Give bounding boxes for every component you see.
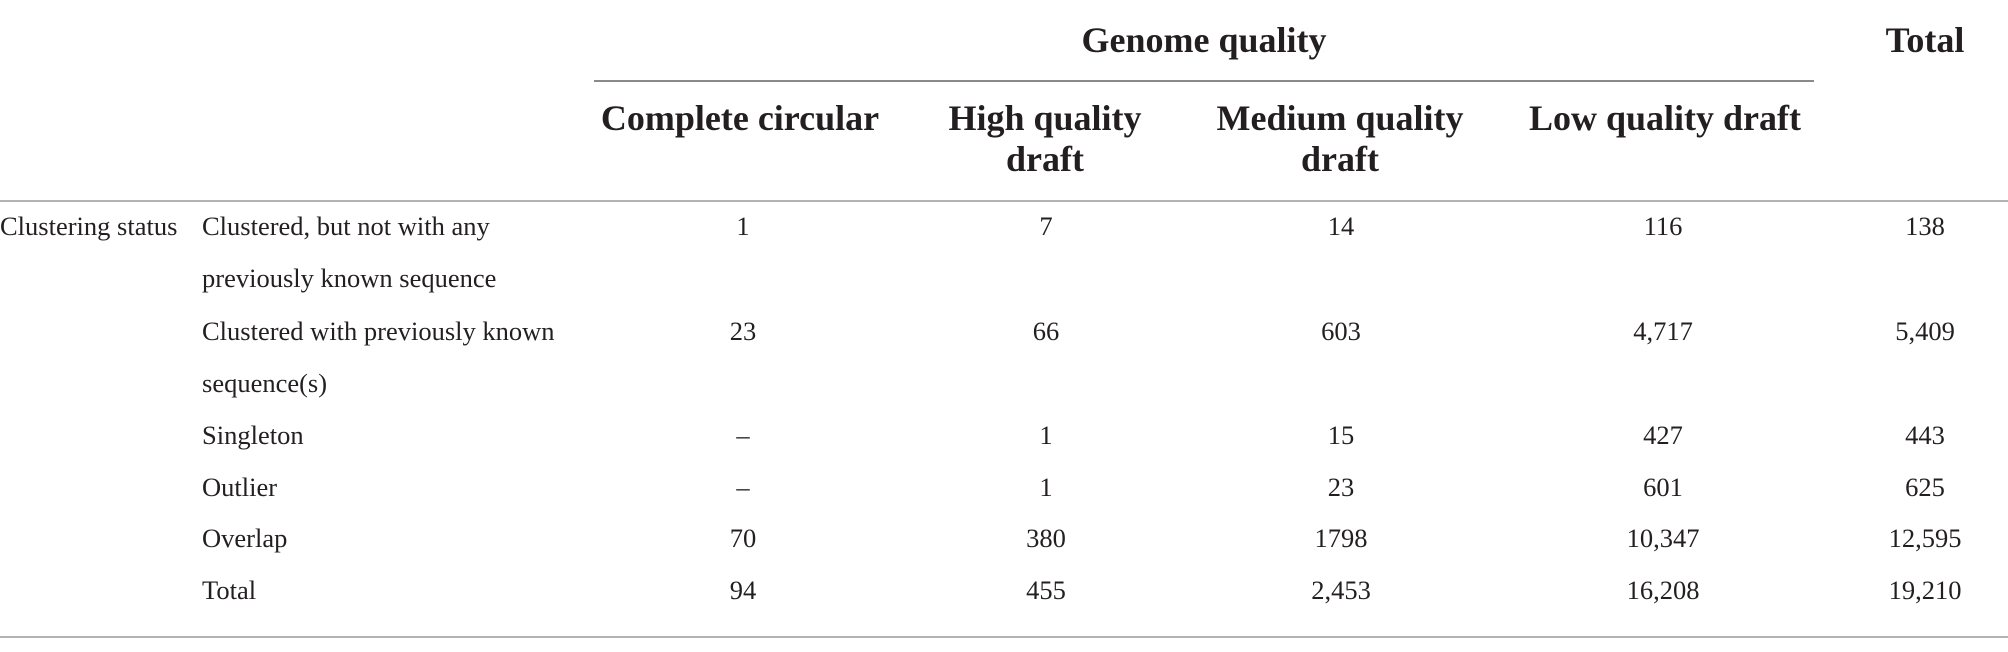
table-cell: 94 [729,575,757,605]
table-cell: 14 [1327,211,1355,241]
table-cell: 1 [736,211,750,241]
table-cell: 601 [1643,472,1683,502]
row-total-cell: 12,595 [1888,523,1962,553]
table-cell: 7 [1039,211,1053,241]
row-total-cell: 443 [1905,420,1945,450]
total-column-header: Total [1885,20,1965,60]
row-total-cell: 138 [1905,211,1945,241]
row-total-cell: 625 [1905,472,1945,502]
row-label: Clustered with previously known sequence… [202,316,555,398]
row-group-label: Clustering status [0,211,178,241]
table-cell: 1 [1039,472,1053,502]
row-total-cell: 5,409 [1895,316,1955,346]
table-cell: 116 [1643,211,1683,241]
group-header-underline [594,80,1814,82]
col-header-medium-quality-draft: Medium quality draft [1216,98,1464,179]
table-cell: 70 [729,523,757,553]
table-cell: 4,717 [1633,316,1693,346]
row-label: Outlier [202,472,278,502]
table-cell: 10,347 [1626,523,1700,553]
table-cell: 603 [1321,316,1361,346]
row-total-cell: 19,210 [1888,575,1962,605]
col-header-complete-circular: Complete circular [600,98,880,138]
table-cell: 16,208 [1626,575,1700,605]
col-header-low-quality-draft: Low quality draft [1528,98,1802,138]
table-cell: 1798 [1314,523,1368,553]
col-header-high-quality-draft: High quality draft [948,98,1142,179]
table-bottom-rule [0,636,2008,638]
table-cell: 23 [1327,472,1355,502]
row-label: Total [202,575,257,605]
table-cell: 23 [729,316,757,346]
table-cell: 427 [1643,420,1683,450]
header-bottom-rule [0,200,2008,202]
row-label: Overlap [202,523,288,553]
table-cell: 455 [1026,575,1066,605]
table-cell: 2,453 [1311,575,1371,605]
table-cell: 15 [1327,420,1355,450]
row-label: Clustered, but not with any previously k… [202,211,497,293]
table-cell: 1 [1039,420,1053,450]
table-cell: 380 [1026,523,1066,553]
genome-quality-header: Genome quality [1081,20,1327,60]
table-cell: 66 [1032,316,1060,346]
table-cell: – [736,472,750,502]
table-cell: – [736,420,750,450]
row-label: Singleton [202,420,304,450]
